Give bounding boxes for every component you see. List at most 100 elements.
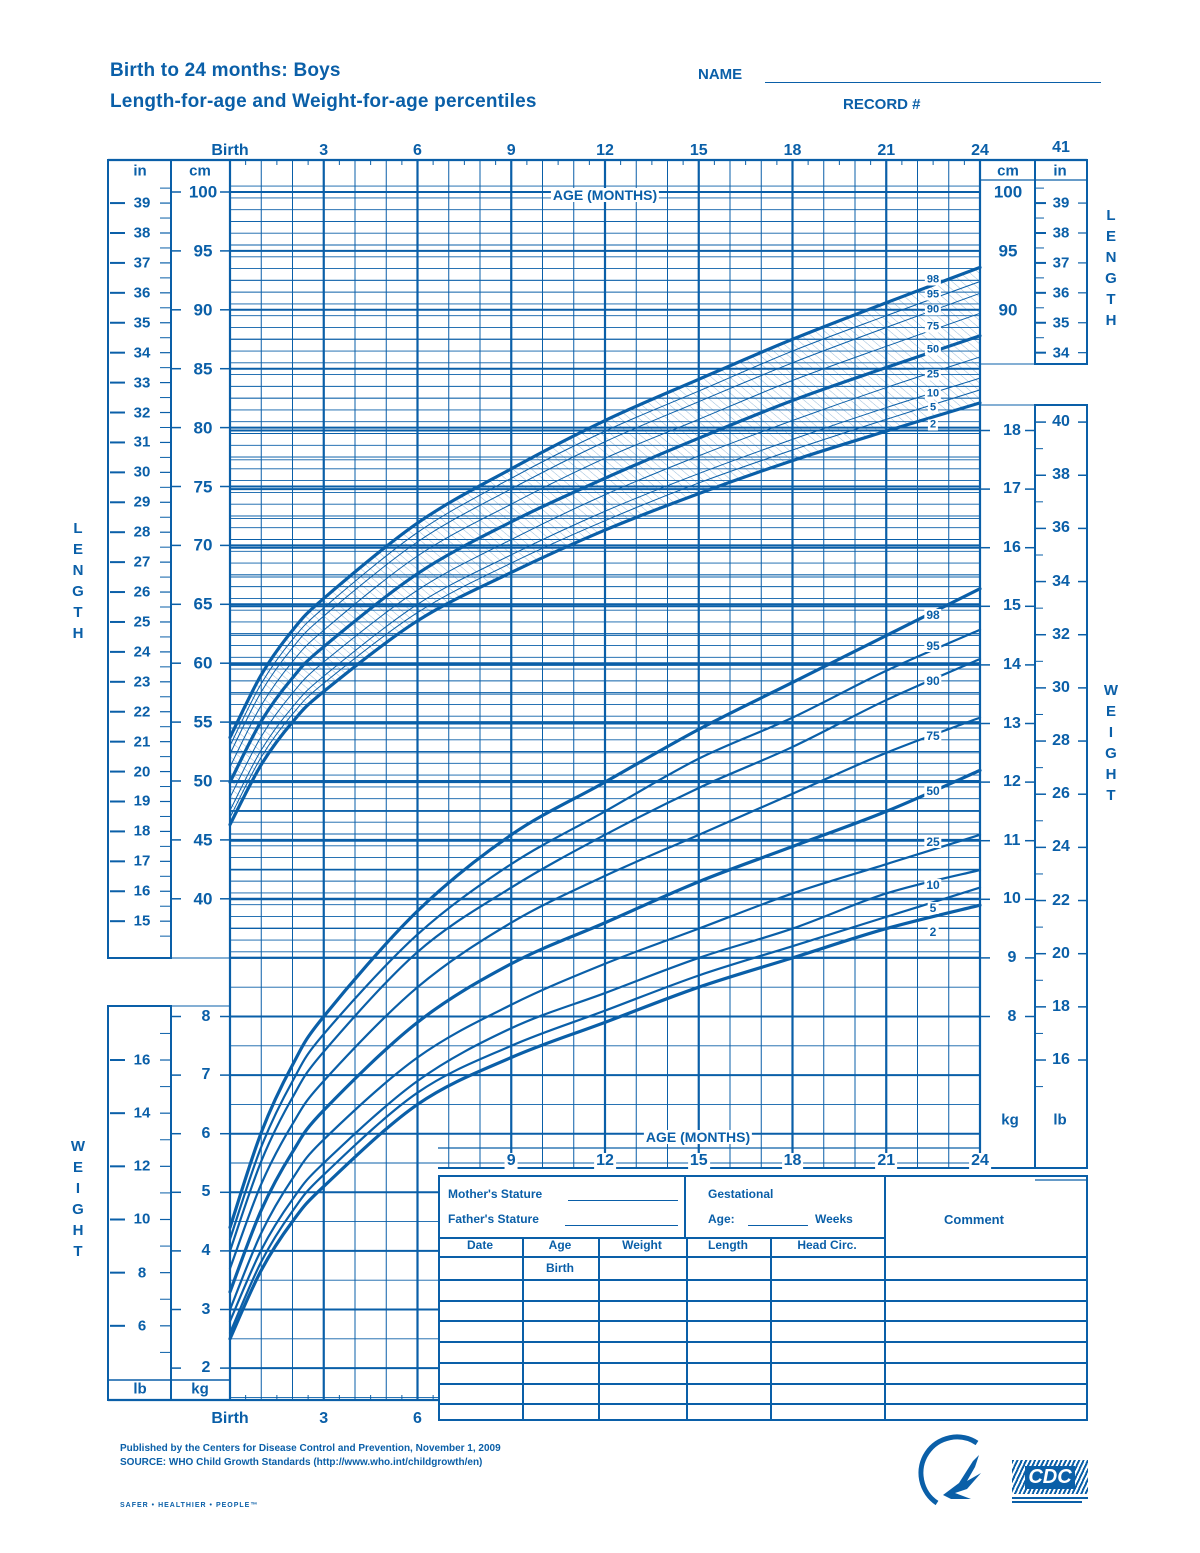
age-tick-top: 12 (596, 142, 614, 159)
age-tick-top: 24 (971, 142, 989, 159)
length-in-tick: 25 (131, 613, 153, 631)
length-cm-tick: 75 (191, 477, 215, 496)
inch-41-label: 41 (1050, 139, 1072, 156)
form-divider (884, 1175, 886, 1421)
gestational-age-field[interactable] (748, 1225, 808, 1226)
length-cm-tick-right: 90 (996, 300, 1020, 320)
form-divider (684, 1175, 686, 1237)
length-in-tick: 36 (131, 284, 153, 302)
weight-kg-tick-right: 8 (1005, 1007, 1019, 1025)
length-cm-tick-right: 95 (996, 241, 1020, 261)
age-tick-mid: 18 (781, 1152, 804, 1169)
name-label: NAME (698, 66, 743, 83)
weight-kg-tick-right: 14 (1001, 655, 1023, 673)
weight-lb-tick: 12 (131, 1157, 153, 1175)
weight-lb-tick-right: 38 (1050, 466, 1072, 484)
length-in-tick: 37 (131, 254, 153, 272)
age-months-label-top: AGE (MONTHS) (550, 187, 660, 203)
record-form (438, 1175, 1088, 1421)
unit-cm-right: cm (995, 162, 1021, 180)
weight-percentile-label: 98 (924, 608, 942, 622)
fathers-stature-field[interactable] (565, 1225, 678, 1226)
length-in-tick-right: 35 (1050, 314, 1072, 332)
weight-lb-tick-right: 36 (1050, 519, 1072, 537)
length-in-tick: 30 (131, 463, 153, 481)
length-in-tick: 35 (131, 314, 153, 332)
length-in-tick: 24 (131, 643, 153, 661)
length-cm-tick: 65 (191, 594, 215, 614)
length-in-tick-right: 37 (1050, 254, 1072, 272)
form-column-header: Weight (622, 1238, 662, 1252)
length-in-tick-right: 36 (1050, 284, 1072, 302)
unit-lb-right: lb (1051, 1111, 1069, 1129)
cdc-logo-text: CDC (1025, 1465, 1075, 1489)
form-divider (438, 1256, 1088, 1258)
length-in-tick: 23 (131, 673, 153, 691)
source-note: SOURCE: WHO Child Growth Standards (http… (120, 1457, 483, 1468)
mothers-stature-field[interactable] (568, 1200, 678, 1201)
length-in-tick: 33 (131, 374, 153, 392)
weight-lb-tick: 16 (131, 1051, 153, 1069)
comment-label: Comment (944, 1212, 1004, 1227)
form-row-line (438, 1279, 1088, 1281)
form-row-line (438, 1300, 1088, 1302)
length-in-tick: 15 (131, 912, 153, 930)
weight-lb-tick-right: 28 (1050, 732, 1072, 750)
form-row-line (438, 1362, 1088, 1364)
weight-percentile-label: 50 (924, 784, 942, 798)
unit-lb-left: lb (131, 1380, 149, 1398)
length-cm-tick: 40 (191, 889, 215, 909)
length-in-tick: 17 (131, 852, 153, 870)
fathers-stature-label: Father's Stature (448, 1212, 539, 1226)
weight-kg-tick: 3 (199, 1300, 213, 1318)
weight-lb-tick-right: 40 (1050, 413, 1072, 431)
weight-lb-tick: 8 (135, 1264, 149, 1282)
gestational-age-label: Age: (708, 1212, 735, 1226)
published-note: Published by the Centers for Disease Con… (120, 1443, 501, 1454)
form-birth-cell: Birth (546, 1261, 574, 1275)
age-tick-bottom: 3 (319, 1410, 329, 1427)
length-cm-tick: 55 (191, 712, 215, 732)
weight-kg-tick-right: 17 (1001, 480, 1023, 498)
weight-lb-tick: 14 (131, 1104, 153, 1122)
weight-kg-tick: 2 (199, 1359, 213, 1377)
length-cm-tick: 50 (191, 771, 215, 791)
name-field[interactable] (765, 80, 1101, 83)
weight-kg-tick: 4 (199, 1241, 213, 1259)
length-percentile-label: 25 (924, 368, 942, 381)
length-cm-tick: 60 (191, 653, 215, 673)
weight-kg-tick-right: 16 (1001, 538, 1023, 556)
length-in-tick: 28 (131, 523, 153, 541)
weeks-label: Weeks (815, 1212, 853, 1226)
length-in-tick: 26 (131, 583, 153, 601)
age-tick-bottom: 6 (413, 1410, 422, 1427)
length-in-tick: 29 (131, 493, 153, 511)
unit-cm-left: cm (187, 162, 213, 180)
length-cm-tick: 70 (191, 535, 215, 555)
weight-lb-tick-right: 30 (1050, 678, 1072, 696)
length-in-tick: 38 (131, 224, 153, 242)
age-tick-bottom: Birth (211, 1410, 249, 1427)
age-tick-top: 18 (783, 142, 802, 159)
weight-kg-tick-right: 11 (1001, 831, 1023, 849)
length-percentile-label: 90 (924, 303, 942, 316)
chart-title-line2: Length-for-age and Weight-for-age percen… (110, 91, 537, 112)
length-cm-tick: 85 (191, 359, 215, 379)
gestational-label: Gestational (708, 1187, 774, 1201)
age-tick-top: 3 (319, 142, 329, 159)
weight-lb-tick: 6 (135, 1317, 149, 1335)
cdc-logo: CDC (1012, 1460, 1088, 1504)
age-tick-top: 6 (413, 142, 422, 159)
weight-kg-tick-right: 13 (1001, 714, 1023, 732)
length-in-tick: 39 (131, 194, 153, 212)
weight-lb-tick-right: 26 (1050, 785, 1072, 803)
length-in-tick-right: 34 (1050, 344, 1072, 362)
form-column-header: Head Circ. (797, 1238, 857, 1252)
record-label: RECORD # (843, 96, 921, 113)
form-col-line (598, 1237, 600, 1421)
age-tick-top: 15 (689, 142, 708, 159)
